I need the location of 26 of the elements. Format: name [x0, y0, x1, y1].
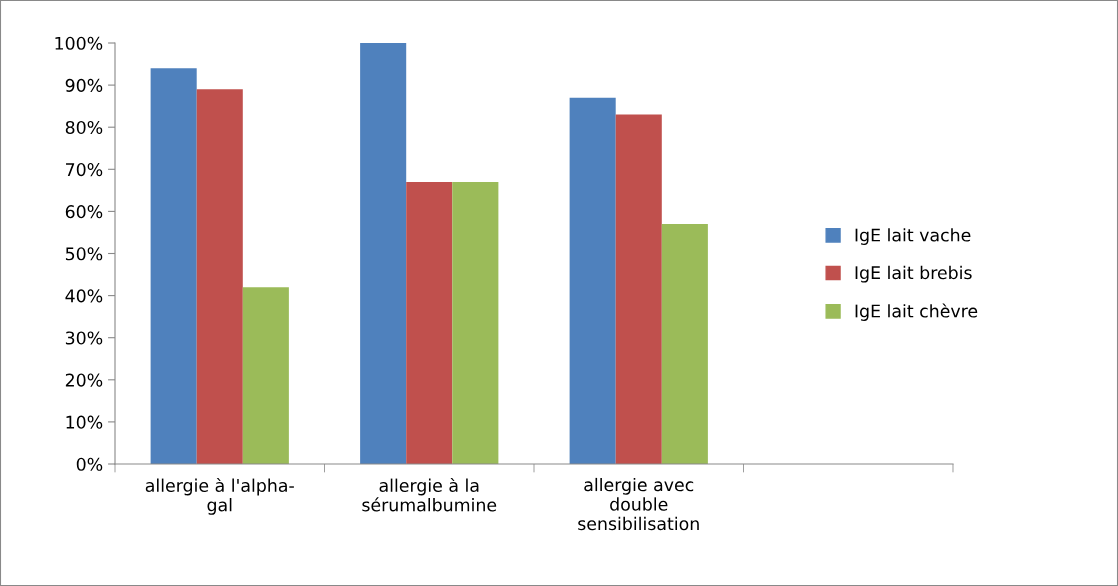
bar — [360, 43, 407, 464]
x-tick-label: allergie à l'alpha- gal — [145, 477, 294, 515]
y-tick-label: 100% — [55, 36, 103, 50]
bar — [242, 287, 289, 464]
bar — [661, 224, 708, 464]
y-tick-label: 80% — [65, 120, 103, 135]
legend-label: IgE lait chèvre — [855, 303, 978, 321]
y-tick-label: 70% — [66, 163, 103, 177]
bar — [615, 114, 662, 464]
x-tick-label: allergie avec double sensibilisation — [578, 477, 699, 531]
y-tick-label: 90% — [65, 78, 103, 92]
bar — [150, 68, 197, 464]
legend-label: IgE lait brebis — [855, 265, 972, 283]
y-tick-label: 20% — [65, 373, 103, 387]
bar — [406, 181, 453, 464]
y-tick-label: 0% — [76, 457, 103, 471]
bar — [569, 97, 616, 464]
bar — [452, 181, 499, 464]
legend-label: IgE lait vache — [855, 228, 971, 245]
y-tick-label: 60% — [65, 205, 103, 219]
y-tick-label: 40% — [65, 289, 103, 303]
y-tick-label: 30% — [65, 331, 103, 345]
bar — [196, 89, 243, 464]
x-tick-label: allergie à la sérumalbumine — [362, 477, 497, 512]
y-tick-label: 50% — [65, 247, 103, 261]
y-tick-label: 10% — [66, 415, 103, 429]
